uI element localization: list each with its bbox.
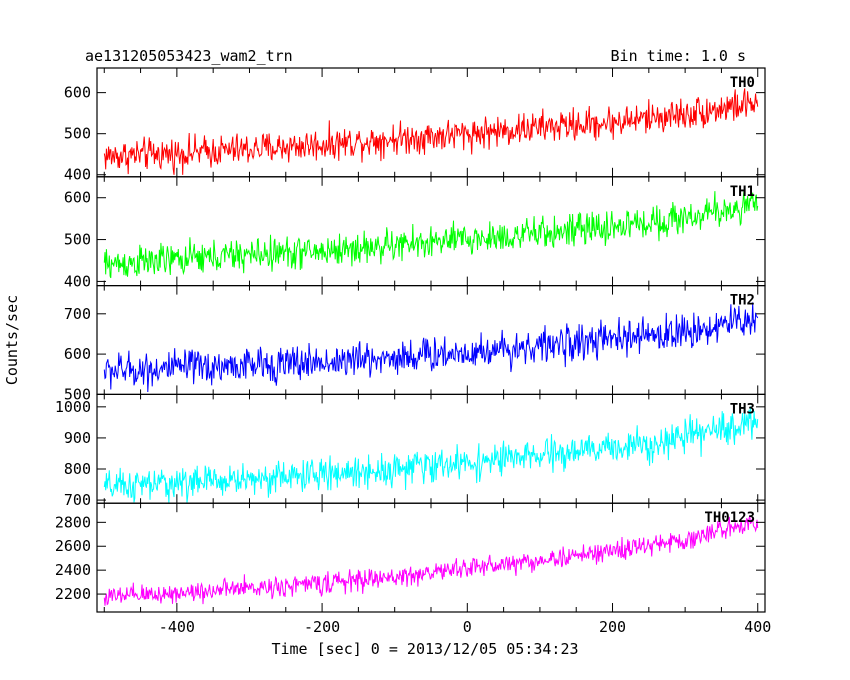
panel-th1: 400 500 600 TH1: [64, 176, 766, 290]
y-tick-label: 600: [64, 345, 91, 363]
panel-th0: 400 500 600 TH0: [64, 67, 766, 184]
x-tick-label: 0: [463, 618, 472, 636]
x-tick-label: 400: [744, 618, 771, 636]
y-tick-label: 700: [64, 491, 91, 509]
y-tick-label: 500: [64, 385, 91, 403]
x-tick-label: -200: [304, 618, 340, 636]
x-tick-label: 200: [599, 618, 626, 636]
panel-th3: 700 800 900 1000 TH3: [55, 393, 766, 509]
y-tick-label: 600: [64, 189, 91, 207]
series-line-th2: [103, 302, 759, 393]
y-tick-label: 700: [64, 305, 91, 323]
series-line-th1: [103, 191, 759, 279]
panel-frame: [96, 67, 766, 178]
y-tick-label: 1000: [55, 398, 91, 416]
y-axis-label: Counts/sec: [3, 295, 21, 385]
y-tick-label: 400: [64, 272, 91, 290]
y-tick-label: 2600: [55, 537, 91, 555]
panel-label-th0123: TH0123: [704, 510, 755, 526]
y-tick-label: 500: [64, 231, 91, 249]
panel-label-th1: TH1: [730, 184, 755, 200]
y-tick-label: 600: [64, 84, 91, 102]
y-tick-label: 800: [64, 460, 91, 478]
x-axis-label: Time [sec] 0 = 2013/12/05 05:34:23: [271, 640, 578, 658]
panel-label-th2: TH2: [730, 293, 755, 309]
series-line-th0: [103, 88, 759, 175]
chart-title: ae131205053423_wam2_trn: [85, 47, 293, 65]
x-tick-label: -400: [159, 618, 195, 636]
chart-subtitle: Bin time: 1.0 s: [611, 47, 746, 65]
panel-th0123: 2200 2400 2600 2800 TH0123: [55, 502, 766, 613]
y-tick-label: 2400: [55, 561, 91, 579]
panel-label-th3: TH3: [730, 401, 755, 417]
panels-group: 400 500 600 TH0 400 500 600 TH1 500 600 700 TH2 700 8…: [55, 67, 771, 636]
y-tick-label: 2800: [55, 513, 91, 531]
panel-th2: 500 600 700 TH2: [64, 285, 766, 403]
panel-frame: [96, 502, 766, 613]
y-tick-label: 2200: [55, 585, 91, 603]
series-line-th0123: [103, 515, 759, 606]
y-tick-label: 500: [64, 125, 91, 143]
series-line-th3: [103, 406, 759, 504]
y-tick-label: 400: [64, 166, 91, 184]
y-tick-label: 900: [64, 429, 91, 447]
panel-label-th0: TH0: [730, 75, 755, 91]
